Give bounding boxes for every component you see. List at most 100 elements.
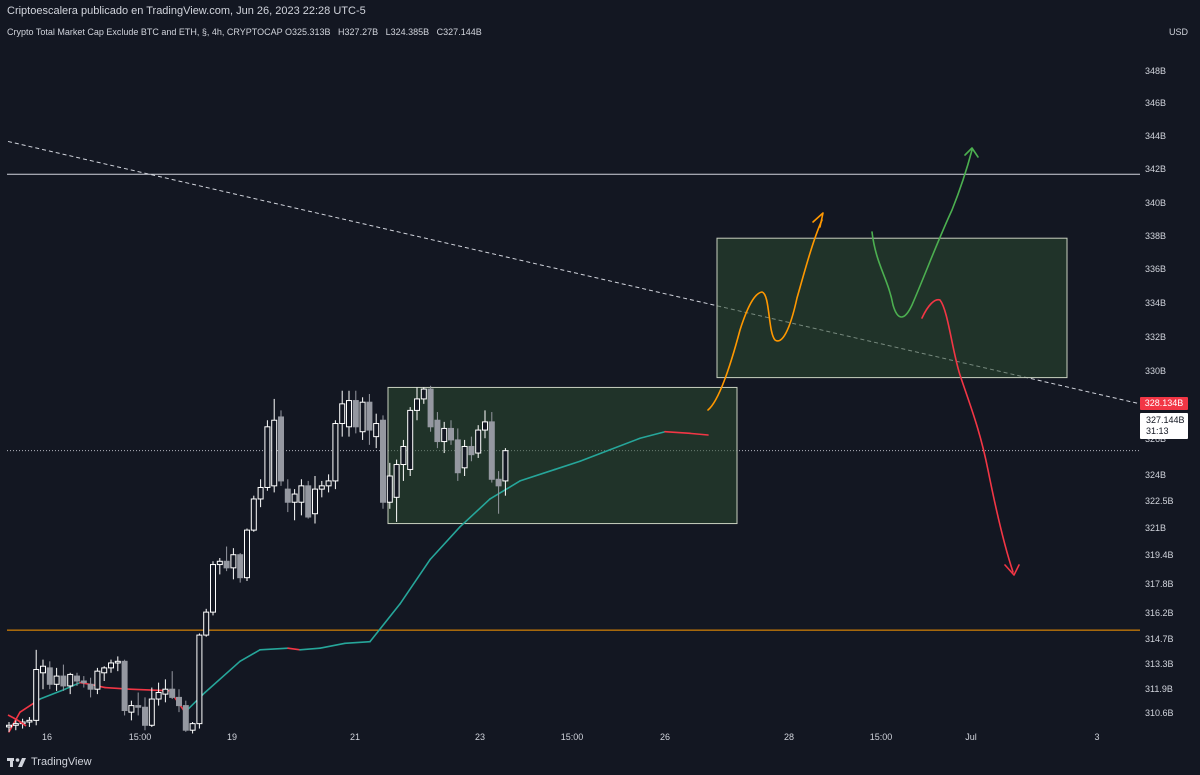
candle [189, 722, 196, 734]
candle-body [346, 400, 352, 428]
candle-body [230, 554, 237, 569]
moving-average-segment [579, 448, 611, 463]
candle-body [454, 439, 461, 474]
price-tick-label: 317.8B [1145, 579, 1174, 589]
candle-body [393, 464, 400, 498]
time-tick-label: 21 [349, 732, 361, 742]
candle-body [121, 660, 128, 712]
moving-average-segment [369, 603, 401, 643]
candle [33, 649, 40, 726]
candle-body [53, 675, 60, 685]
range-box-1 [387, 386, 738, 525]
candle-body [407, 409, 414, 470]
candle [101, 666, 108, 681]
price-tick-label: 330B [1145, 366, 1167, 376]
candle [114, 656, 121, 672]
candle [46, 661, 53, 690]
candle [142, 697, 148, 731]
candle [87, 677, 94, 698]
red-arrowhead [1004, 564, 1020, 576]
symbol-legend: Crypto Total Market Cap Exclude BTC and … [7, 27, 487, 41]
candle-body [46, 667, 53, 685]
candle [250, 495, 257, 532]
time-tick-label: 15:00 [869, 732, 893, 742]
orange-projection-path [707, 219, 823, 411]
open-key: O [284, 27, 292, 37]
green-projection-path [871, 149, 973, 318]
price-tick-label: 321B [1145, 523, 1167, 533]
candle-body [33, 669, 40, 721]
candle-body [87, 683, 94, 690]
moving-average-segment [519, 468, 556, 482]
candle-body [298, 485, 305, 503]
candle [278, 410, 284, 486]
candle [291, 489, 298, 521]
candle [420, 387, 427, 404]
moving-average-segment [689, 432, 709, 436]
candle [448, 420, 454, 445]
candle [380, 415, 386, 509]
candle-body [223, 560, 230, 569]
moving-average-segment [8, 711, 21, 733]
candle [223, 546, 230, 572]
candle [162, 679, 169, 703]
candle [230, 548, 237, 580]
green-arrowhead [964, 147, 979, 158]
moving-average-segment [399, 558, 431, 605]
moving-average-segment [259, 647, 289, 651]
price-tick-label: 316.2B [1145, 608, 1174, 618]
low-value: 324.385B [390, 27, 430, 37]
moving-average-segment [239, 649, 261, 663]
currency-label[interactable]: USD [1168, 27, 1188, 37]
moving-average-segment [204, 660, 241, 694]
candle-body [142, 706, 148, 726]
candle [359, 397, 366, 440]
candle-body [135, 705, 142, 708]
candle [203, 608, 210, 637]
candle-body [12, 723, 19, 726]
candle [182, 700, 189, 732]
price-tick-label: 313.3B [1145, 659, 1174, 669]
candle-body [495, 478, 502, 487]
candle-body [305, 485, 312, 518]
candle [332, 420, 339, 490]
tradingview-logo-icon [7, 758, 26, 767]
candle-body [271, 419, 278, 487]
last-price-value: 327.144B [1146, 415, 1185, 425]
price-tick-label: 310.6B [1145, 708, 1174, 718]
candle-body [155, 691, 162, 700]
candle [461, 439, 468, 476]
candle-body [216, 560, 223, 566]
candle [318, 480, 325, 498]
candle [502, 448, 509, 496]
candle-body [176, 696, 182, 707]
candle-body [94, 670, 101, 690]
candle-body [318, 485, 325, 490]
price-tick-label: 338B [1145, 231, 1167, 241]
moving-average-segment [39, 688, 66, 700]
candle-body [312, 488, 318, 515]
candle [305, 480, 312, 519]
candle-body [468, 445, 475, 456]
moving-average-start [7, 714, 27, 727]
open-value: 325.313B [291, 27, 331, 37]
candle-body [278, 416, 284, 482]
bar-countdown: 31:13 [1146, 426, 1169, 436]
candle-body [359, 401, 366, 433]
candle [74, 672, 80, 686]
candle [312, 476, 318, 524]
candle [373, 413, 380, 449]
candle-body [244, 529, 250, 579]
candle-body [128, 705, 135, 713]
price-tick-label: 348B [1145, 66, 1167, 76]
candle-body [203, 611, 210, 636]
candle-body [250, 498, 257, 531]
candle [298, 479, 305, 516]
candle-body [380, 419, 386, 503]
candle-body [101, 667, 108, 674]
symbol-name[interactable]: Crypto Total Market Cap Exclude BTC and … [7, 27, 283, 37]
candle [427, 385, 434, 432]
candle [482, 410, 488, 439]
candle [386, 462, 393, 509]
